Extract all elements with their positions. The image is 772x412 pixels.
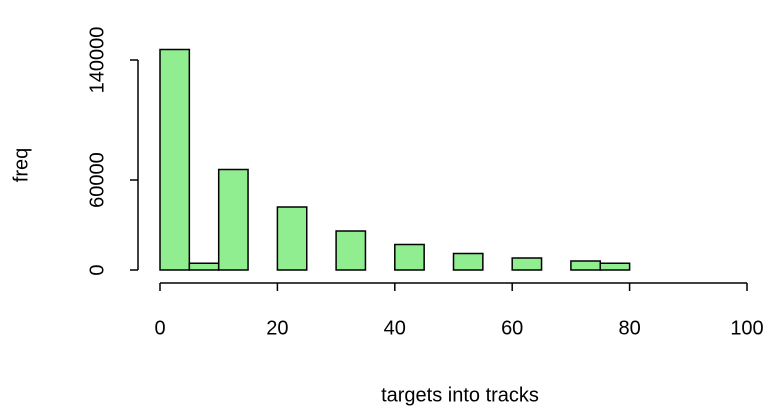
y-tick-label: 60000 <box>86 152 108 208</box>
bar <box>276 206 308 271</box>
x-tick-label: 20 <box>266 317 288 339</box>
x-tick-label: 100 <box>730 317 763 339</box>
y-tick-label: 140000 <box>86 27 108 94</box>
bar <box>599 262 631 271</box>
bar <box>335 230 367 271</box>
x-tick-label: 0 <box>154 317 165 339</box>
bar <box>452 252 484 271</box>
y-axis-label: freq <box>10 148 32 182</box>
y-tick-label: 0 <box>86 264 108 275</box>
x-tick-label: 40 <box>384 317 406 339</box>
x-axis-label: targets into tracks <box>381 384 539 406</box>
bar <box>570 260 602 271</box>
bar <box>159 48 191 271</box>
x-tick-label: 80 <box>618 317 640 339</box>
bar <box>217 168 249 271</box>
bar <box>188 262 220 271</box>
bar <box>394 243 425 271</box>
bar <box>511 257 543 271</box>
x-tick-label: 60 <box>501 317 523 339</box>
